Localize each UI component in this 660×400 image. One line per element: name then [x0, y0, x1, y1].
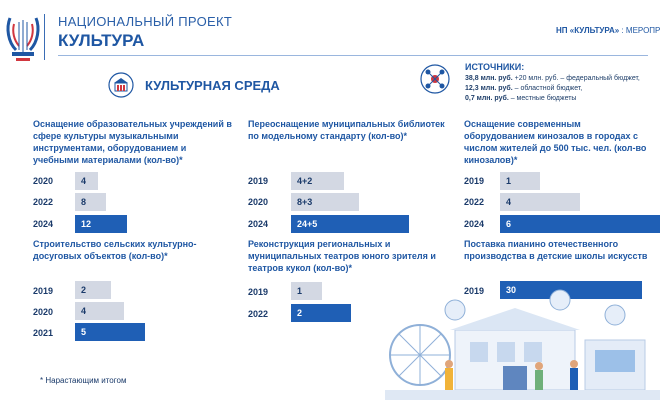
bar-value: 6	[506, 219, 512, 229]
row-year: 2022	[248, 309, 269, 319]
bar-value: 30	[506, 285, 517, 295]
source-label: – областной бюджет,	[512, 85, 583, 92]
source-label: +20 млн. руб. – федеральный бюджет,	[512, 75, 640, 82]
row-year: 2020	[33, 307, 54, 317]
source-amount: 12,3 млн. руб.	[465, 85, 513, 92]
bar-libraries-2020: 8+3	[291, 193, 359, 211]
bar-education-2024: 12	[75, 215, 127, 233]
bar-value: 2	[297, 308, 303, 318]
block-title-education: Оснащение образовательных учреждений в с…	[33, 119, 232, 165]
city-festival-illustration	[385, 289, 660, 400]
bar-value: 24+5	[297, 219, 318, 229]
row-year: 2022	[33, 197, 54, 207]
block-title-libraries: Переоснащение муниципальных библиотек по…	[248, 119, 445, 141]
bar-libraries-2019: 4+2	[291, 172, 344, 190]
bar-cinemas-2024: 6	[500, 215, 660, 233]
bar-cinemas-2022: 4	[500, 193, 580, 211]
row-year: 2022	[464, 197, 485, 207]
bar-education-2020: 4	[75, 172, 98, 190]
row-year: 2020	[248, 197, 269, 207]
lyre-logo-icon	[6, 17, 40, 61]
section-title: КУЛЬТУРНАЯ СРЕДА	[145, 78, 280, 93]
bar-value: 4	[81, 306, 87, 316]
bar-education-2022: 8	[75, 193, 106, 211]
bar-value: 1	[506, 176, 512, 186]
bar-value: 4+2	[297, 176, 313, 186]
row-year: 2021	[33, 328, 54, 338]
sources-title: ИСТОЧНИКИ:	[465, 62, 525, 72]
block-title-theatres: Реконструкция региональных и муниципальн…	[248, 239, 436, 273]
source-label: – местные бюджеты	[508, 95, 577, 102]
source-line-local: 0,7 млн. руб. – местные бюджеты	[465, 95, 576, 102]
bar-rural-2019: 2	[75, 281, 111, 299]
row-year: 2019	[248, 287, 269, 297]
row-year: 2019	[464, 286, 485, 296]
bar-value: 4	[506, 197, 512, 207]
project-subtitle: КУЛЬТУРА	[58, 31, 145, 50]
bar-libraries-2024: 24+5	[291, 215, 409, 233]
bar-rural-2020: 4	[75, 302, 124, 320]
bar-theatres-2022: 2	[291, 304, 351, 322]
bar-value: 1	[297, 286, 303, 296]
row-year: 2024	[33, 219, 54, 229]
breadcrumb-section: : МЕРОПРИЯТ	[621, 26, 660, 35]
header-divider	[44, 14, 45, 60]
bar-value: 4	[81, 176, 87, 186]
row-year: 2019	[248, 176, 269, 186]
block-title-cinemas: Оснащение современным оборудованием кино…	[464, 119, 647, 165]
culture-building-icon	[108, 72, 134, 98]
bar-value: 5	[81, 327, 87, 337]
header-underline	[58, 55, 648, 56]
funding-network-icon	[420, 64, 450, 94]
bar-theatres-2019: 1	[291, 282, 322, 300]
breadcrumb[interactable]: НП «КУЛЬТУРА» : МЕРОПРИЯТ	[556, 26, 660, 35]
row-year: 2019	[464, 176, 485, 186]
bar-value: 8+3	[297, 197, 313, 207]
bar-pianos-2019: 30	[500, 281, 642, 299]
row-year: 2024	[248, 219, 269, 229]
bar-cinemas-2019: 1	[500, 172, 540, 190]
bar-value: 12	[81, 219, 92, 229]
block-title-pianos: Поставка пианино отечественного производ…	[464, 239, 648, 261]
bar-rural-2021: 5	[75, 323, 145, 341]
source-amount: 38,8 млн. руб.	[465, 75, 513, 82]
breadcrumb-project: НП «КУЛЬТУРА»	[556, 26, 620, 35]
project-title: НАЦИОНАЛЬНЫЙ ПРОЕКТ	[58, 14, 233, 29]
row-year: 2019	[33, 286, 54, 296]
row-year: 2024	[464, 219, 485, 229]
source-amount: 0,7 млн. руб.	[465, 95, 509, 102]
source-line-regional: 12,3 млн. руб. – областной бюджет,	[465, 85, 582, 92]
source-line-federal: 38,8 млн. руб. +20 млн. руб. – федеральн…	[465, 75, 640, 82]
bar-value: 8	[81, 197, 87, 207]
footnote: * Нарастающим итогом	[40, 376, 127, 385]
row-year: 2020	[33, 176, 54, 186]
block-title-rural-objects: Строительство сельских культурно-досугов…	[33, 239, 197, 261]
bar-value: 2	[81, 285, 87, 295]
